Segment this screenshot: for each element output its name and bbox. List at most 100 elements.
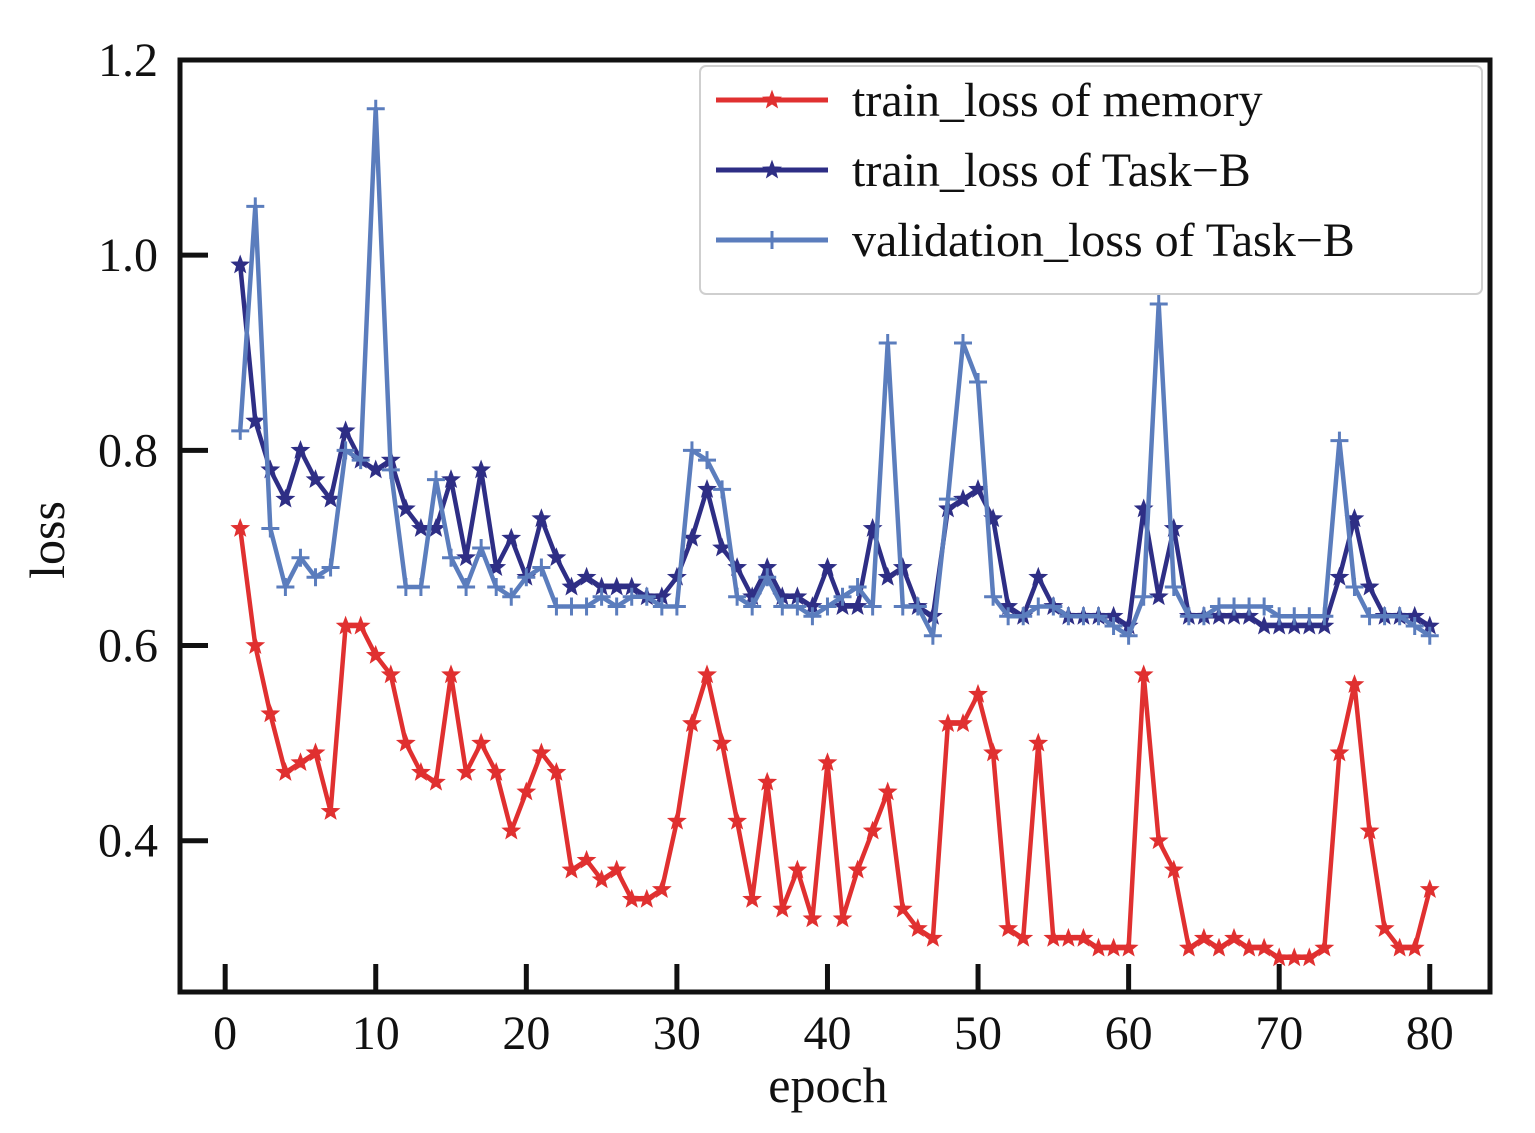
data-point — [817, 557, 838, 576]
data-point — [1119, 626, 1138, 645]
data-point — [230, 254, 251, 274]
legend-label: train_loss of memory — [852, 74, 1263, 127]
data-point — [1013, 927, 1034, 947]
data-point — [231, 421, 250, 440]
data-point — [999, 607, 1018, 626]
data-point — [1149, 294, 1168, 313]
data-point — [833, 587, 852, 606]
data-point — [261, 519, 280, 538]
data-point — [1209, 597, 1228, 616]
data-point — [442, 548, 461, 567]
data-point — [1074, 607, 1093, 626]
data-point — [1133, 664, 1154, 684]
data-point — [350, 615, 371, 635]
data-point — [907, 918, 928, 937]
data-point — [728, 587, 747, 606]
data-point — [697, 478, 717, 498]
data-point — [1360, 607, 1379, 626]
x-tick-label: 20 — [502, 1007, 550, 1060]
data-point — [832, 908, 853, 928]
data-point — [622, 587, 641, 606]
legend-marker — [762, 159, 782, 179]
data-point — [577, 597, 596, 616]
data-point — [878, 334, 897, 353]
data-point — [1028, 566, 1049, 586]
y-tick-label: 1.2 — [98, 34, 158, 87]
legend-label: validation_loss of Task−B — [852, 214, 1355, 267]
data-point — [1014, 607, 1033, 626]
data-point — [457, 577, 476, 596]
data-point — [276, 577, 295, 596]
data-point — [969, 373, 988, 392]
data-point — [306, 568, 325, 587]
data-point — [682, 441, 701, 460]
series-line — [237, 264, 1432, 629]
data-point — [426, 771, 446, 791]
data-point — [411, 761, 431, 781]
y-tick-label: 0.4 — [98, 815, 158, 868]
data-point — [531, 508, 552, 528]
data-point — [576, 566, 597, 586]
data-point — [1073, 927, 1094, 947]
data-point — [1390, 607, 1409, 626]
x-axis-label: epoch — [768, 1057, 887, 1113]
data-point — [788, 597, 807, 616]
data-point — [1164, 577, 1183, 596]
data-point — [501, 527, 522, 547]
data-point — [395, 498, 416, 518]
data-point — [246, 197, 265, 216]
x-tick-label: 40 — [803, 1007, 851, 1060]
data-point — [922, 927, 943, 947]
data-point — [727, 810, 748, 830]
data-point — [592, 587, 611, 606]
data-point — [651, 879, 672, 898]
data-point — [546, 761, 567, 781]
data-point — [637, 587, 656, 606]
data-point — [305, 742, 326, 762]
x-tick-label: 60 — [1105, 1007, 1153, 1060]
data-point — [245, 635, 266, 654]
data-point — [487, 577, 506, 596]
data-point — [471, 459, 492, 479]
data-point — [847, 596, 868, 615]
data-point — [1059, 607, 1078, 626]
data-point — [351, 451, 370, 470]
series-1 — [230, 517, 1440, 967]
data-point — [742, 888, 763, 908]
x-tick-label: 10 — [352, 1007, 400, 1060]
data-point — [456, 547, 477, 567]
legend-marker — [763, 231, 781, 249]
y-tick-label: 0.6 — [98, 620, 158, 673]
y-axis-label: loss — [19, 501, 75, 579]
data-point — [472, 538, 491, 557]
data-point — [1043, 927, 1064, 947]
data-point — [1284, 947, 1305, 967]
data-point — [441, 664, 461, 684]
data-point — [1374, 918, 1395, 937]
data-point — [591, 869, 612, 889]
series-layer — [230, 99, 1440, 967]
data-point — [773, 597, 792, 616]
data-point — [1269, 947, 1290, 967]
data-point — [1148, 586, 1169, 606]
data-point — [1330, 431, 1349, 450]
data-point — [1359, 820, 1380, 840]
data-point — [666, 810, 687, 830]
data-point — [1209, 937, 1229, 957]
data-point — [366, 99, 385, 118]
data-point — [713, 480, 732, 499]
x-tick-label: 50 — [954, 1007, 1002, 1060]
data-point — [1224, 927, 1244, 947]
data-point — [1163, 859, 1184, 879]
data-point — [1329, 566, 1350, 586]
data-point — [1148, 830, 1169, 850]
data-point — [365, 459, 386, 479]
data-point — [1225, 597, 1244, 616]
data-point — [697, 664, 717, 684]
data-point — [787, 859, 808, 879]
data-point — [1178, 937, 1199, 957]
data-point — [260, 703, 281, 723]
data-point — [561, 576, 582, 596]
data-point — [502, 587, 521, 606]
data-point — [923, 626, 942, 645]
